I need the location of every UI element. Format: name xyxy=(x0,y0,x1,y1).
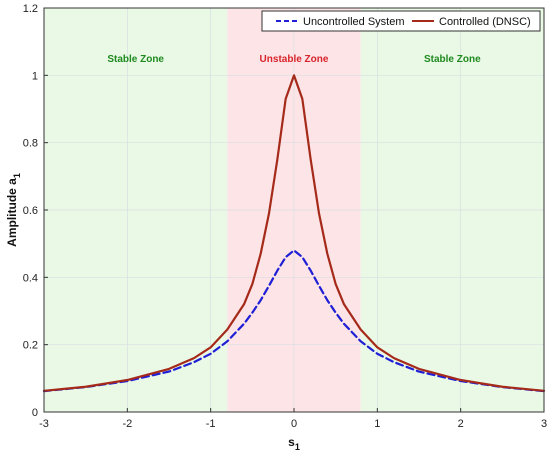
series-layer xyxy=(42,74,546,393)
zone-label-0: Stable Zone xyxy=(107,54,164,65)
series-line-1 xyxy=(42,74,546,392)
x-tick-label-4: 1 xyxy=(374,418,380,430)
x-axis-title: s1 xyxy=(288,435,300,452)
x-tick-label-2: -1 xyxy=(206,418,216,430)
y-tick-label-2: 0.4 xyxy=(23,272,38,284)
zone-label-1: Unstable Zone xyxy=(260,54,329,65)
y-tick-label-3: 0.6 xyxy=(23,205,38,217)
zone-labels: Stable Zone Unstable Zone Stable Zone xyxy=(107,54,481,65)
legend-label-1: Controlled (DNSC) xyxy=(439,16,531,28)
x-axis-title-sub: 1 xyxy=(295,442,300,452)
legend-box xyxy=(261,10,541,32)
x-tick-label-5: 2 xyxy=(458,418,464,430)
y-tick-label-0: 0 xyxy=(32,407,38,419)
x-tick-label-0: -3 xyxy=(39,418,49,430)
y-tick-label-5: 1 xyxy=(32,70,38,82)
x-ticks: -3 -2 -1 0 1 2 3 xyxy=(39,408,547,430)
y-tick-label-1: 0.2 xyxy=(23,340,38,352)
y-tick-label-6: 1.2 xyxy=(23,3,38,15)
legend-label-0: Uncontrolled System xyxy=(303,16,405,28)
x-tick-label-3: 0 xyxy=(291,418,297,430)
y-axis-title-sub: 1 xyxy=(12,173,22,178)
series-line-0 xyxy=(42,249,546,393)
zone-label-2: Stable Zone xyxy=(424,54,481,65)
x-tick-label-6: 3 xyxy=(541,418,547,430)
y-axis-title-main: Amplitude a xyxy=(5,178,19,247)
y-ticks: 0 0.2 0.4 0.6 0.8 1 1.2 xyxy=(23,3,48,419)
x-axis-title-main: s xyxy=(288,435,295,449)
x-tick-label-1: -2 xyxy=(122,418,132,430)
y-axis-title: Amplitude a1 xyxy=(5,173,22,247)
y-tick-label-4: 0.8 xyxy=(23,138,38,150)
legend: Uncontrolled System Controlled (DNSC) xyxy=(261,10,541,32)
